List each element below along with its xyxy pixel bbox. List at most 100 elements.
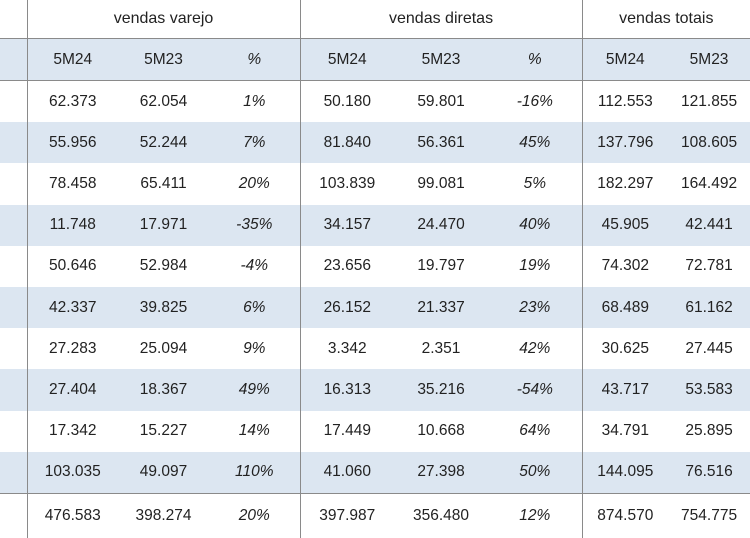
table-row-cell: 19% [519,257,551,275]
table-row-cell: 81.840 [299,122,395,164]
table-row-cell: 74.302 [581,245,669,287]
table-row-cell: 41.060 [299,451,395,494]
table-row-cell: 103.839 [299,163,395,205]
table-row-cell: 27.404 [26,369,118,411]
total-row-cell: 12% [488,492,583,538]
table-row-cell: 49% [209,369,301,411]
table-row-cell: 45.905 [581,204,669,246]
table-row-cell: 7% [209,122,301,164]
table-row-cell: 137.796 [581,122,669,164]
table-row-cell: 65.411 [140,174,187,192]
table-row-cell: 52.984 [139,257,188,275]
table-row-cell: 45% [488,122,583,164]
row-label [0,246,27,287]
table-row-cell: 15.227 [139,422,188,440]
table-row-cell: 30.625 [581,328,669,370]
row-label [0,451,27,494]
table-row-cell: 55.956 [26,122,118,164]
row-label [0,81,27,123]
table-row-cell: -4% [240,257,269,275]
table-row-cell: 78.458 [26,163,118,205]
subheader-row-cell: % [209,38,301,81]
table-row-cell: 2.351 [421,339,461,357]
table-row-cell: 43.717 [581,369,669,411]
table-row-cell: -54% [488,369,583,411]
total-row-cell: 397.987 [299,492,395,538]
table-row-cell: 17.971 [118,204,209,246]
table-row-cell: 25.094 [139,339,188,357]
total-row-cell: 476.583 [26,492,118,538]
table-row-cell: 23.656 [299,245,395,287]
subheader-row-cell: 5M23 [118,38,209,81]
row-label [0,411,27,452]
row-label [0,163,27,204]
total-row-cell: 398.274 [118,492,209,538]
table-row-cell: 5% [523,174,546,192]
table-row-cell: 64% [519,422,551,440]
table-row-cell: 34.157 [299,204,395,246]
table-row: 27.283 25.094 9% 3.342 2.351 42% 30.625 27.445 [0,328,750,370]
total-row-cell: 874.570 [581,492,669,538]
total-row: 476.583 398.274 20% 397.987 356.480 12% 874.57… [0,492,750,538]
row-label [0,492,27,538]
table-row-cell: 11.748 [26,204,118,246]
table-row-cell: 17.342 [26,410,118,452]
table-row: 78.458 65.411 20% 103.839 99.081 5% 182.297 164… [0,163,750,205]
table-row-cell: 50.646 [26,245,118,287]
table-row-cell: 40% [488,204,583,246]
table-row-cell: 14% [238,422,270,440]
table-row-cell: 23% [488,286,583,329]
table-row-cell: 42.337 [26,286,118,329]
table-row-cell: 49.097 [118,451,209,494]
table-row-cell: 68.489 [581,286,669,329]
row-label-header [0,0,27,39]
table-row-cell: 24.470 [394,204,489,246]
table-row-cell: 35.216 [394,369,489,411]
subheader-row-cell: 5M23 [394,38,489,81]
table-row-cell: 62.054 [139,92,188,110]
table-row-cell: 144.095 [581,451,669,494]
table-row-cell: 39.825 [118,286,209,329]
table-row-cell: 164.492 [681,174,738,192]
row-label [0,286,27,329]
subheader-row-cell: 5M24 [299,38,395,81]
table-row: 50.646 52.984 -4% 23.656 19.797 19% 74.302 72.7… [0,245,750,287]
table-row-cell: 21.337 [394,286,489,329]
table-row: 11.748 17.971 -35% 34.157 24.470 40% 45.905 42.… [0,204,750,246]
table-row-cell: 27.445 [685,339,733,357]
subheader-row-cell: 5M24 [26,38,118,81]
table-row-cell: 19.797 [417,257,465,275]
group-header-vendas-varejo: vendas varejo [26,0,301,39]
table-row-cell: 34.791 [581,410,669,452]
table-row-cell: 72.781 [685,257,733,275]
table-row: 103.035 49.097 110% 41.060 27.398 50% 144.095 7… [0,451,750,494]
table-row-cell: 6% [209,286,301,329]
table-row-cell: 121.855 [681,92,738,110]
group-header-vendas-totais: vendas totais [581,0,750,39]
table-row-cell: 10.668 [417,422,465,440]
table-row-cell: -16% [516,92,553,110]
table-row-cell: 18.367 [118,369,209,411]
table-row-cell: 110% [209,451,301,494]
table-row-cell: 9% [243,339,266,357]
subheader-row: 5M24 5M23% 5M24 5M23% 5M24 5M23 [0,38,750,81]
table-row-cell: 25.895 [685,422,733,440]
table-row-cell: -35% [209,204,301,246]
table-row: 27.404 18.367 49% 16.313 35.216 -54% 43.717 53.… [0,369,750,411]
table-row-cell: 20% [238,174,270,192]
table-row-cell: 27.283 [26,328,118,370]
table-row-cell: 26.152 [299,286,395,329]
table-row-cell: 61.162 [668,286,750,329]
table-row: 42.337 39.825 6% 26.152 21.337 23% 68.489 61.16… [0,286,750,329]
total-row-cell: 754.775 [668,492,750,538]
table-row-cell: 42% [519,339,551,357]
table-row-cell: 112.553 [581,80,669,123]
table-row-cell: 53.583 [668,369,750,411]
table-row-cell: 50% [488,451,583,494]
table-row-cell: 56.361 [394,122,489,164]
table-row-cell: 99.081 [417,174,465,192]
table-row-cell: 27.398 [394,451,489,494]
table-row-cell: 42.441 [668,204,750,246]
group-header-row: vendas varejo vendas diretas vendas tota… [0,0,750,39]
